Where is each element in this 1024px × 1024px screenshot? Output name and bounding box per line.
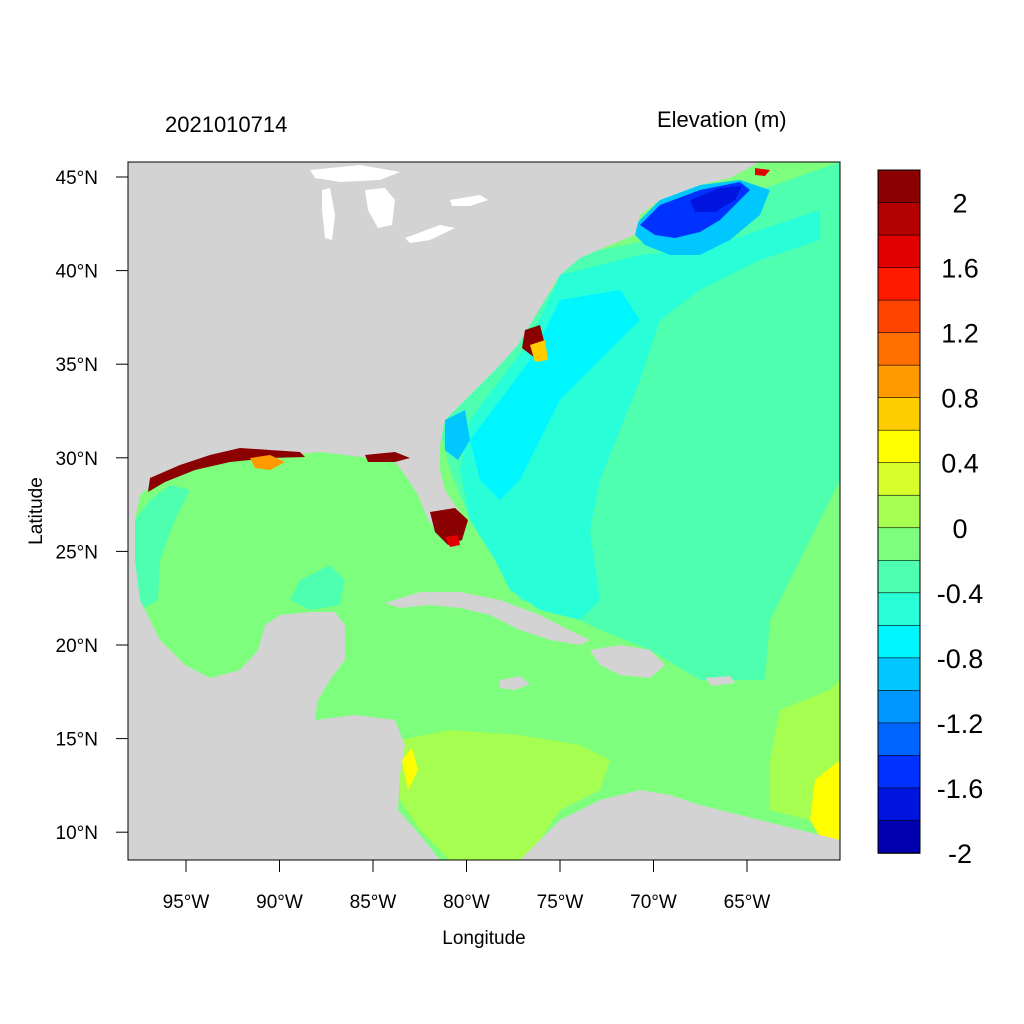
colorbar-segment: [877, 625, 921, 659]
lake-superior: [310, 165, 400, 182]
florida-surge-high: [430, 508, 468, 545]
lake-michigan: [322, 188, 335, 240]
nicaragua-coast-yellow: [402, 748, 418, 790]
y-tick-label: 35°N: [56, 355, 98, 376]
colorbar-label: -1.6: [937, 774, 984, 804]
colorbar-segment: [877, 690, 921, 724]
colorbar-segment: [877, 592, 921, 627]
lake-huron: [365, 188, 395, 228]
land-south-america: [520, 790, 840, 860]
colorbar-segment: [877, 332, 921, 366]
colorbar: 2 1.6 1.2 0.8 0.4 0 -0.4 -0.8 -1.2 -1.6 -2: [877, 169, 984, 869]
y-axis-title: Latitude: [26, 477, 47, 545]
colorbar-segment: [877, 559, 921, 594]
colorbar-segment: [877, 657, 921, 692]
x-axis: 95°W 90°W 85°W 80°W 75°W 70°W 65°W: [163, 860, 771, 913]
colorbar-segment: [877, 234, 921, 269]
land-puerto-rico: [705, 676, 735, 686]
y-tick-label: 15°N: [56, 730, 98, 751]
colorbar-segment: [877, 429, 921, 464]
gulf-stream-region: [460, 210, 820, 620]
colorbar-segment: [877, 364, 921, 399]
colorbar-label: 1.2: [941, 319, 979, 349]
y-axis: 45°N 40°N 35°N 30°N 25°N 20°N 15°N 10°N: [56, 168, 128, 844]
colorbar-segment: [877, 820, 921, 854]
florida-surge-tip: [445, 535, 460, 547]
colorbar-segment: [877, 527, 921, 562]
louisiana-surge-orange: [250, 455, 285, 470]
colorbar-label: 0: [952, 514, 967, 544]
x-tick-label: 70°W: [630, 892, 677, 913]
land-jamaica: [500, 676, 530, 690]
y-tick-label: 45°N: [56, 168, 98, 189]
caribbean-south-positive: [400, 730, 610, 860]
colorbar-segment: [877, 494, 921, 529]
shelf-cyan-region: [470, 290, 640, 500]
florida-panhandle-surge: [365, 452, 410, 462]
x-tick-label: 80°W: [443, 892, 490, 913]
gulf-of-maine-min: [690, 186, 742, 212]
x-axis-title: Longitude: [442, 928, 525, 949]
colorbar-label: -1.2: [937, 709, 984, 739]
timestamp-label: 2021010714: [165, 112, 288, 137]
colorbar-segment: [877, 755, 921, 789]
colorbar-frame: [877, 169, 921, 854]
colorbar-label: 1.6: [941, 254, 979, 284]
y-tick-label: 25°N: [56, 542, 98, 563]
variable-label: Elevation (m): [657, 107, 787, 132]
map-plot-area: [128, 162, 840, 860]
caribbean-east-yellow: [810, 760, 840, 860]
colorbar-label: -2: [948, 839, 972, 869]
x-tick-label: 95°W: [163, 892, 210, 913]
colorbar-segment: [877, 202, 921, 236]
y-tick-label: 30°N: [56, 449, 98, 470]
y-tick-label: 10°N: [56, 823, 98, 844]
colorbar-label: 0.8: [941, 384, 979, 414]
x-tick-label: 65°W: [724, 892, 771, 913]
colorbar-segment: [877, 722, 921, 757]
plot-frame: [127, 161, 841, 861]
colorbar-label: 2: [952, 189, 967, 219]
colorbar-segment: [877, 267, 921, 301]
colorbar-segment: [877, 169, 921, 204]
colorbar-segment: [877, 299, 921, 334]
colorbar-label: -0.8: [937, 644, 984, 674]
colorbar-label: -0.4: [937, 579, 984, 609]
y-tick-label: 20°N: [56, 636, 98, 657]
lake-erie: [405, 225, 455, 243]
x-tick-label: 90°W: [256, 892, 303, 913]
gulf-south-edge: [290, 565, 345, 610]
carolina-surge-orange: [530, 340, 548, 362]
colorbar-segment: [877, 787, 921, 822]
colorbar-segment: [877, 397, 921, 431]
florida-shelf-region: [445, 410, 470, 460]
gulf-west-edge: [135, 485, 190, 610]
land-hispaniola: [590, 645, 665, 678]
land-cuba: [385, 592, 590, 645]
x-tick-label: 75°W: [537, 892, 584, 913]
x-tick-label: 85°W: [350, 892, 397, 913]
colorbar-segment: [877, 462, 921, 497]
lake-ontario: [450, 195, 488, 206]
gulf-coast-surge: [148, 448, 305, 492]
nova-scotia-surge: [755, 168, 770, 176]
colorbar-label: 0.4: [941, 449, 979, 479]
y-tick-label: 40°N: [56, 262, 98, 283]
